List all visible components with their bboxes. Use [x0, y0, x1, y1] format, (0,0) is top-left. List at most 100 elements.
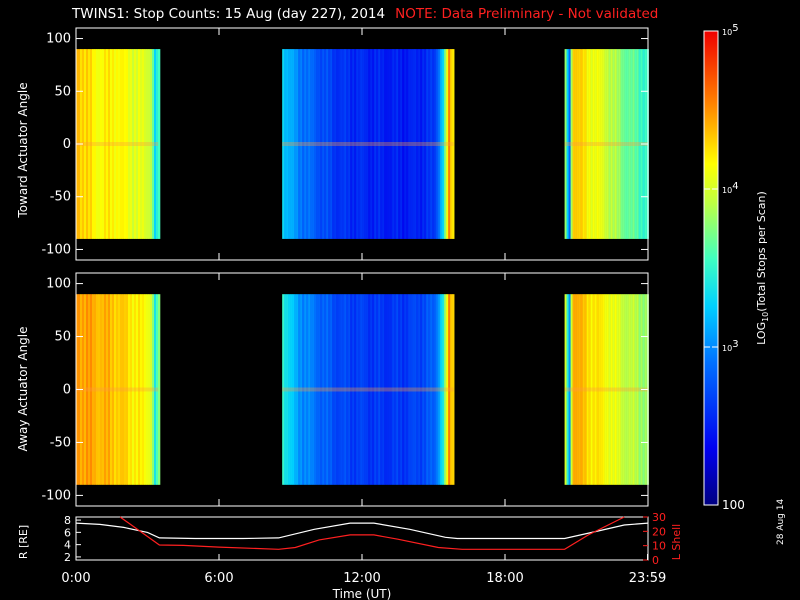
heatmap-column	[634, 294, 637, 485]
heatmap-column	[406, 294, 409, 485]
heatmap-column	[362, 49, 365, 239]
heatmap-column	[604, 294, 607, 485]
heatmap-column	[614, 294, 617, 485]
zero-angle-band	[282, 387, 454, 392]
heatmap-column	[564, 49, 567, 239]
heatmap-column	[98, 294, 101, 485]
heatmap-column	[298, 294, 301, 485]
heatmap-column	[284, 294, 287, 485]
heatmap-column	[132, 49, 135, 239]
heatmap-column	[430, 49, 433, 239]
heatmap-column	[632, 49, 635, 239]
heatmap-column	[618, 49, 621, 239]
heatmap-column	[110, 49, 113, 239]
zero-angle-band	[282, 142, 454, 146]
heatmap-column	[398, 49, 401, 239]
x-tick-label: 23:59	[629, 571, 666, 586]
heatmap-column	[602, 294, 605, 485]
heatmap-column	[152, 294, 155, 485]
heatmap-column	[322, 294, 325, 485]
heatmap-column	[452, 49, 455, 239]
heatmap-column	[152, 49, 155, 239]
heatmap-column	[108, 294, 111, 485]
heatmap-column	[418, 294, 421, 485]
date-stamp: 28 Aug 14	[776, 498, 786, 545]
heatmap-column	[360, 294, 363, 485]
colorbar-label-rest: (Total Stops per Scan)	[755, 191, 768, 312]
heatmap-column	[340, 49, 343, 239]
heatmap-column	[408, 49, 411, 239]
heatmap-column	[430, 294, 433, 485]
heatmap-column	[618, 294, 621, 485]
heatmap-column	[434, 294, 437, 485]
heatmap-column	[312, 49, 315, 239]
heatmap-column	[106, 49, 109, 239]
heatmap-column	[338, 49, 341, 239]
heatmap-column	[616, 294, 619, 485]
heatmap-column	[324, 49, 327, 239]
heatmap-column	[376, 294, 379, 485]
heatmap-column	[140, 49, 143, 239]
colorbar-label-sub: 10	[761, 312, 770, 322]
lshell-ylabel: L Shell	[670, 524, 683, 560]
heatmap-column	[376, 49, 379, 239]
heatmap-column	[402, 49, 405, 239]
heatmap-column	[636, 49, 639, 239]
heatmap-column	[578, 294, 581, 485]
heatmap-column	[130, 294, 133, 485]
heatmap-column	[136, 294, 139, 485]
heatmap-column	[402, 294, 405, 485]
heatmap-column	[414, 49, 417, 239]
heatmap-column	[354, 294, 357, 485]
heatmap-column	[116, 49, 119, 239]
heatmap-column	[134, 294, 137, 485]
heatmap-column	[94, 294, 97, 485]
heatmap-column	[572, 294, 575, 485]
heatmap-column	[448, 49, 451, 239]
heatmap-column	[626, 49, 629, 239]
heatmap-column	[624, 49, 627, 239]
heatmap-column	[366, 49, 369, 239]
heatmap-column	[422, 49, 425, 239]
heatmap-column	[148, 49, 151, 239]
heatmap-column	[144, 49, 147, 239]
heatmap-column	[604, 49, 607, 239]
heatmap-column	[368, 49, 371, 239]
colorbar-ticks: 105 104 103 100	[704, 23, 745, 512]
heatmap-column	[92, 49, 95, 239]
heatmap-column	[374, 49, 377, 239]
heatmap-column	[436, 49, 439, 239]
lshell-tick-label: 20	[652, 525, 666, 538]
heatmap-column	[286, 294, 289, 485]
heatmap-column	[616, 49, 619, 239]
heatmap-column	[588, 49, 591, 239]
heatmap-column	[606, 294, 609, 485]
heatmap-column	[320, 49, 323, 239]
heatmap-column	[112, 49, 115, 239]
x-tick-label: 18:00	[486, 571, 523, 586]
heatmap-column	[608, 49, 611, 239]
heatmap-column	[282, 49, 285, 239]
lshell-line	[119, 516, 625, 550]
heatmap-column	[312, 294, 315, 485]
heatmap-column	[610, 294, 613, 485]
heatmap-column	[106, 294, 109, 485]
heatmap-column	[118, 49, 121, 239]
heatmap-column	[140, 294, 143, 485]
heatmap-column	[326, 294, 329, 485]
heatmap-column	[336, 49, 339, 239]
heatmap-column	[102, 294, 105, 485]
heatmap-column	[586, 294, 589, 485]
heatmap-column	[90, 49, 93, 239]
heatmap-column	[290, 49, 293, 239]
heatmap-column	[342, 49, 345, 239]
heatmap-column	[404, 294, 407, 485]
heatmap-column	[582, 294, 585, 485]
heatmap-column	[302, 294, 305, 485]
heatmap-column	[126, 294, 129, 485]
heatmap-column	[94, 49, 97, 239]
heatmap-column	[344, 294, 347, 485]
heatmap-column	[600, 49, 603, 239]
heatmap-column	[626, 294, 629, 485]
